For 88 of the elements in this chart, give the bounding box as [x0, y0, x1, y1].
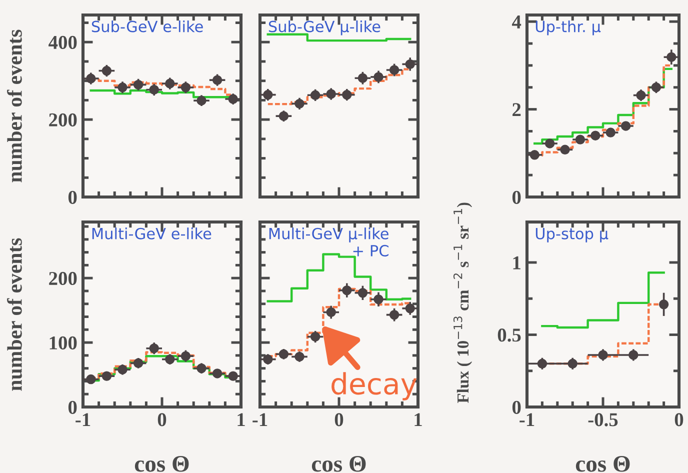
point: [537, 358, 548, 368]
x-tick-label: 1: [238, 413, 245, 426]
chart-title: Sub-GeV e-like: [92, 20, 203, 32]
x-axis-title: cos Θ: [134, 456, 189, 472]
text: Flux ( 10$^{−13}$ cm$^{−2}$ s$^{−1}$ sr$^{−1}$): [453, 202, 472, 404]
y-tick-label: 2: [512, 103, 521, 116]
chart-title: Sub-GeV μ-like: [268, 20, 380, 36]
text: Multi-GeV μ-like + PC: [269, 228, 388, 256]
point: [636, 90, 646, 100]
y-tick-label: 0.5: [498, 328, 521, 342]
point: [278, 111, 289, 121]
x-tick-label: -1: [520, 413, 534, 426]
point: [590, 130, 600, 140]
x-axis-title: cos Θ: [312, 456, 366, 472]
point: [374, 294, 384, 304]
point: [118, 364, 128, 374]
point: [263, 90, 273, 100]
point: [294, 352, 304, 362]
point: [342, 285, 352, 296]
point: [102, 66, 112, 76]
point: [263, 354, 273, 364]
annotation: decay: [332, 372, 417, 400]
point: [606, 128, 616, 138]
point: [405, 59, 415, 70]
point: [310, 90, 320, 100]
x-tick-label: -1: [252, 413, 268, 426]
y-tick-label: 200: [49, 272, 77, 286]
point: [86, 74, 96, 84]
point: [560, 144, 570, 154]
point: [165, 354, 175, 364]
point: [358, 288, 368, 298]
point: [196, 363, 206, 374]
point: [374, 72, 384, 82]
point: [196, 96, 206, 106]
x-axis-title: cos Θ: [576, 456, 630, 472]
point: [658, 300, 669, 310]
y-tick-label: 200: [49, 113, 77, 126]
point: [342, 90, 352, 100]
point: [598, 350, 608, 360]
point: [294, 98, 304, 109]
point: [628, 350, 638, 360]
y-tick-label: 0: [68, 190, 77, 204]
point: [165, 78, 175, 88]
chart-title: Up-stop μ: [536, 228, 608, 242]
x-tick-label: 0: [158, 413, 166, 426]
y-tick-label: 1: [513, 256, 520, 270]
x-tick-label: 0: [674, 413, 684, 426]
y-tick-label: 400: [48, 36, 77, 50]
point: [575, 134, 586, 144]
point: [326, 307, 336, 318]
point: [620, 121, 631, 131]
point: [530, 150, 540, 160]
point: [118, 82, 128, 92]
y-tick-label: 100: [50, 336, 77, 350]
chart-title: Multi-GeV e-like: [92, 228, 212, 240]
point: [228, 371, 238, 381]
point: [389, 65, 400, 75]
point: [149, 84, 159, 95]
y-axis-title: number of events: [7, 238, 22, 391]
y-tick-label: 0: [68, 400, 77, 414]
point: [86, 374, 96, 384]
point: [544, 138, 555, 148]
point: [102, 371, 112, 381]
x-tick-label: -0.5: [588, 413, 618, 426]
point: [180, 82, 191, 92]
y-tick-label: 0: [512, 190, 521, 204]
point: [278, 349, 289, 360]
point: [568, 358, 578, 368]
point: [133, 358, 144, 368]
point: [180, 351, 191, 361]
point: [212, 75, 222, 85]
point: [326, 89, 336, 99]
point: [133, 80, 144, 90]
y-tick-label: 0: [512, 400, 521, 414]
x-tick-label: 0: [334, 413, 344, 426]
x-tick-label: -1: [76, 413, 90, 426]
x-tick-label: 1: [414, 413, 422, 426]
point: [149, 343, 159, 354]
point: [310, 332, 320, 342]
y-axis-title: number of events: [7, 30, 22, 182]
point: [228, 94, 238, 104]
point: [212, 368, 222, 378]
point: [651, 82, 662, 92]
point: [389, 310, 400, 320]
y-tick-label: 4: [512, 16, 522, 28]
point: [405, 304, 415, 314]
point: [358, 73, 368, 83]
chart-title: Up-thr. μ: [536, 20, 601, 36]
